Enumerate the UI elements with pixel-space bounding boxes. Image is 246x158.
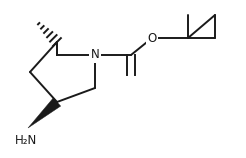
Text: N: N bbox=[91, 49, 99, 61]
Text: H₂N: H₂N bbox=[15, 134, 37, 146]
Polygon shape bbox=[28, 98, 61, 128]
Text: O: O bbox=[147, 31, 157, 45]
